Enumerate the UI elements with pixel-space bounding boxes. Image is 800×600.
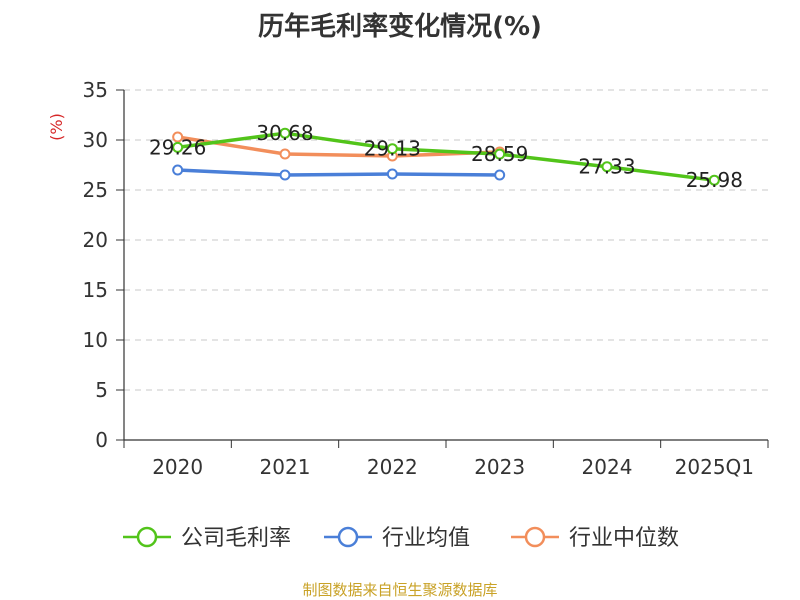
axes: 0 5 10 15 20 25 30 35 2020 2021 2022 2023 2024 2025Q1 xyxy=(83,78,769,479)
y-tick-label: 35 xyxy=(83,78,108,102)
legend-marker xyxy=(524,526,546,548)
data-label: 28.59 xyxy=(471,142,528,166)
data-point xyxy=(279,148,291,160)
data-point xyxy=(386,143,398,155)
y-tick-label: 15 xyxy=(83,278,108,302)
data-point xyxy=(279,169,291,181)
x-tick-label: 2022 xyxy=(367,455,418,479)
data-label: 29.13 xyxy=(364,137,421,161)
y-tick-label: 30 xyxy=(83,128,108,152)
y-tick-label: 10 xyxy=(83,328,108,352)
legend-marker xyxy=(136,526,158,548)
legend-label: 行业均值 xyxy=(382,526,470,551)
data-point xyxy=(601,161,613,173)
data-point xyxy=(708,174,720,186)
x-tick-label: 2023 xyxy=(474,455,525,479)
series-lines xyxy=(172,127,720,186)
x-tick-label: 2021 xyxy=(260,455,311,479)
legend-label: 公司毛利率 xyxy=(181,526,291,551)
data-point xyxy=(386,168,398,180)
data-point xyxy=(172,131,184,143)
series-line-1 xyxy=(175,131,717,182)
data-point xyxy=(494,169,506,181)
data-source-note: 制图数据来自恒生聚源数据库 xyxy=(302,581,497,599)
y-axis-unit: (%) xyxy=(47,113,66,141)
series-line-3 xyxy=(175,135,502,158)
data-label: 25.98 xyxy=(686,168,743,192)
legend: 公司毛利率 行业均值 行业中位数 xyxy=(123,526,679,551)
data-point xyxy=(279,127,291,139)
x-tick-label: 2020 xyxy=(152,455,203,479)
x-tick-label: 2024 xyxy=(582,455,633,479)
legend-marker xyxy=(337,526,359,548)
gridlines xyxy=(124,89,768,391)
data-label: 30.68 xyxy=(256,121,313,145)
data-point xyxy=(172,141,184,153)
chart-title: 历年毛利率变化情况(%) xyxy=(258,11,542,42)
x-tick-label: 2025Q1 xyxy=(675,455,754,479)
series-line-2 xyxy=(175,168,502,177)
data-labels: 29.26 30.68 29.13 28.59 27.33 25.98 xyxy=(149,121,743,192)
y-tick-label: 5 xyxy=(95,378,108,402)
legend-label: 行业中位数 xyxy=(569,526,679,551)
data-label: 29.26 xyxy=(149,135,206,159)
y-tick-label: 25 xyxy=(83,178,108,202)
data-point xyxy=(172,164,184,176)
y-tick-label: 0 xyxy=(95,428,108,452)
data-label: 27.33 xyxy=(578,155,635,179)
data-point xyxy=(494,148,506,160)
y-tick-label: 20 xyxy=(83,228,108,252)
